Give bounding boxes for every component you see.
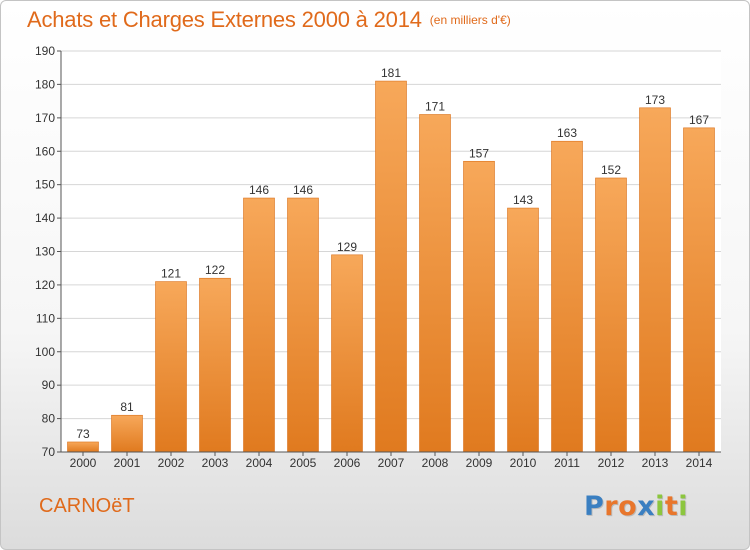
- x-tick-label: 2013: [642, 456, 669, 470]
- x-tick-label: 2006: [334, 456, 361, 470]
- y-tick-label: 100: [35, 345, 55, 359]
- chart-subtitle: (en milliers d'€): [429, 13, 511, 27]
- bar: [67, 441, 99, 453]
- x-tick-label: 2002: [158, 456, 185, 470]
- brand-letter: i: [678, 491, 689, 522]
- x-tick-label: 2007: [378, 456, 405, 470]
- y-tick-label: 190: [35, 44, 55, 58]
- data-label: 122: [205, 263, 225, 277]
- data-label: 146: [293, 183, 313, 197]
- data-label: 171: [425, 99, 445, 113]
- proxiti-logo: Proxiti: [584, 491, 688, 522]
- y-tick-label: 150: [35, 178, 55, 192]
- data-label: 121: [161, 267, 181, 281]
- bar: [331, 254, 363, 453]
- data-label: 143: [513, 193, 533, 207]
- x-tick-label: 2011: [554, 456, 580, 470]
- x-tick-label: 2014: [686, 456, 713, 470]
- bar: [639, 107, 671, 453]
- brand-letter: x: [637, 491, 656, 522]
- bar-series: [67, 80, 715, 453]
- brand-letter: r: [604, 491, 619, 522]
- data-label: 81: [120, 400, 134, 414]
- x-tick-label: 2009: [466, 456, 493, 470]
- brand-letter: i: [655, 491, 665, 522]
- commune-name: CARNOëT: [39, 495, 135, 517]
- bar: [243, 197, 275, 453]
- bar: [419, 114, 451, 453]
- data-label: 157: [469, 146, 489, 160]
- bar: [155, 281, 187, 453]
- y-tick-label: 120: [35, 278, 55, 292]
- bar: [287, 197, 319, 453]
- y-tick-label: 110: [36, 311, 55, 325]
- data-label: 152: [601, 163, 621, 177]
- data-label: 163: [557, 126, 577, 140]
- chart-title: Achats et Charges Externes 2000 à 2014: [27, 7, 422, 32]
- y-tick-label: 180: [35, 77, 55, 91]
- x-tick-label: 2001: [114, 456, 141, 470]
- x-tick-label: 2004: [246, 456, 273, 470]
- y-axis-ticks: 70 80 90 100 110 120 130 140 150 160 170 180 190: [35, 44, 61, 459]
- bar: [463, 160, 495, 453]
- data-label: 181: [381, 66, 401, 80]
- data-label: 73: [76, 427, 90, 441]
- y-tick-label: 160: [35, 144, 55, 158]
- bar: [199, 277, 231, 453]
- brand-letter: P: [584, 491, 605, 522]
- data-labels: 73 81 121 122 146 146 129 181 171 157 143 163 152 173…: [76, 66, 709, 441]
- bar: [683, 127, 715, 453]
- y-tick-label: 70: [42, 445, 56, 459]
- bar: [595, 177, 627, 453]
- x-axis-ticks: 2000 2001 2002 2003 2004 2005 2006 2007 2008 2009…: [70, 452, 713, 470]
- data-label: 167: [689, 113, 709, 127]
- x-tick-label: 2010: [510, 456, 537, 470]
- brand-letter: t: [664, 491, 679, 522]
- y-tick-label: 80: [42, 412, 56, 426]
- bar: [111, 414, 143, 453]
- x-tick-label: 2000: [70, 456, 97, 470]
- bar: [551, 140, 583, 453]
- y-tick-label: 170: [35, 111, 55, 125]
- brand-letter: o: [618, 491, 638, 522]
- bar: [507, 207, 539, 453]
- y-tick-label: 90: [42, 378, 56, 392]
- x-tick-label: 2012: [598, 456, 625, 470]
- data-label: 129: [337, 240, 357, 254]
- data-label: 173: [645, 93, 665, 107]
- y-tick-label: 140: [35, 211, 55, 225]
- chart-heading: Achats et Charges Externes 2000 à 2014 (e…: [27, 7, 511, 33]
- x-tick-label: 2003: [202, 456, 229, 470]
- bar: [375, 80, 407, 453]
- data-label: 146: [249, 183, 269, 197]
- y-tick-label: 130: [35, 245, 55, 259]
- x-tick-label: 2005: [290, 456, 317, 470]
- x-tick-label: 2008: [422, 456, 449, 470]
